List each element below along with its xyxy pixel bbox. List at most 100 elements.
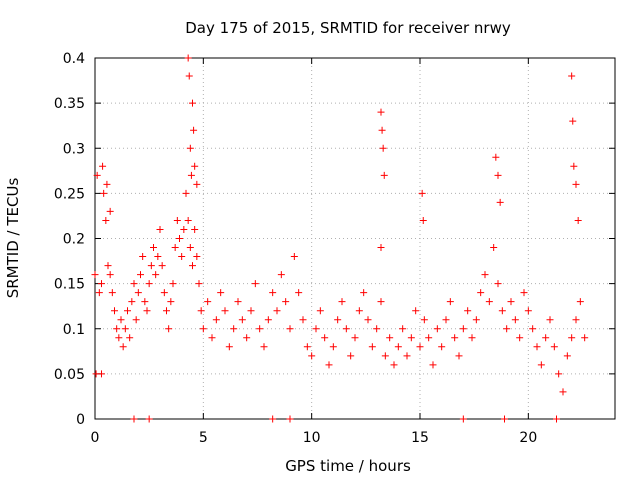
data-point [150,244,157,252]
data-point [247,307,255,315]
data-point [574,216,582,224]
data-point [191,225,199,233]
data-point [507,298,515,306]
data-point [542,334,550,342]
data-point [419,216,427,224]
data-point [569,117,577,125]
axis-ticks: 0 0.05 0.1 0.15 0.2 0.25 0.3 0.35 0.4 0 5 10 15 20 [54,51,615,446]
data-point [496,198,504,206]
data-point [501,415,508,423]
data-point [98,280,105,288]
y-tick-label: 0.25 [54,186,85,202]
data-point [145,415,153,423]
data-point [377,108,385,116]
data-point [158,262,166,270]
x-tick-label: 10 [303,430,321,446]
data-point [193,180,201,188]
data-point [277,271,285,279]
data-point [378,126,386,134]
data-point [91,271,99,279]
data-point [494,171,502,179]
y-tick-label: 0.2 [63,232,85,248]
data-point [124,307,131,315]
data-point [477,289,485,297]
data-point [99,162,107,170]
data-point [438,343,446,351]
x-tick-label: 15 [411,430,429,446]
data-point [147,262,155,270]
data-point [169,280,177,288]
data-point [360,289,368,297]
data-point [121,325,129,333]
data-point [481,271,489,279]
data-point [286,415,294,423]
data-point [108,289,116,297]
data-point [115,334,123,342]
data-point [572,316,580,324]
data-point [329,343,337,351]
y-axis-label: SRMTID / TECUs [4,178,22,299]
data-point [386,334,394,342]
data-point [113,325,121,333]
data-point [492,153,500,161]
data-point [145,280,153,288]
data-point [117,316,125,324]
data-point [321,334,329,342]
data-point [126,334,134,342]
data-point [546,316,554,324]
data-point [377,298,385,306]
data-point [464,307,472,315]
data-point [184,216,192,224]
data-point [351,334,359,342]
grid [95,58,615,419]
data-point [165,325,173,333]
data-point [171,244,179,252]
y-tick-label: 0.35 [54,96,85,112]
data-point [104,262,112,270]
data-point [563,352,571,360]
data-point [221,307,229,315]
data-point [193,253,201,261]
data-point [553,415,560,423]
data-point [212,316,220,324]
data-point [269,415,277,423]
data-point [230,325,238,333]
data-point [303,343,311,351]
data-point [189,262,196,270]
data-point [537,361,545,369]
data-point [156,225,164,233]
data-point [217,289,225,297]
data-point [451,334,459,342]
data-point [189,99,196,107]
y-tick-label: 0.1 [63,322,85,338]
data-point [256,325,264,333]
data-point [195,280,203,288]
data-point [102,216,110,224]
data-point [347,352,355,360]
data-point [433,325,441,333]
data-point [141,298,149,306]
data-point [425,334,433,342]
y-tick-label: 0.05 [54,367,85,383]
data-point [128,298,136,306]
data-point [381,352,389,360]
data-point [234,298,242,306]
data-point [95,289,103,297]
data-point [490,244,498,252]
data-point [503,325,511,333]
data-point [184,54,192,62]
x-tick-label: 20 [519,430,537,446]
data-point [191,162,199,170]
data-point [442,316,450,324]
data-point [520,289,528,297]
data-point [167,298,175,306]
data-point [576,298,584,306]
data-point [334,316,342,324]
x-tick-label: 5 [199,430,208,446]
data-point [524,307,532,315]
data-point [308,352,316,360]
data-point [273,307,281,315]
data-point [380,171,388,179]
data-point [407,334,415,342]
y-tick-label: 0 [76,412,85,428]
